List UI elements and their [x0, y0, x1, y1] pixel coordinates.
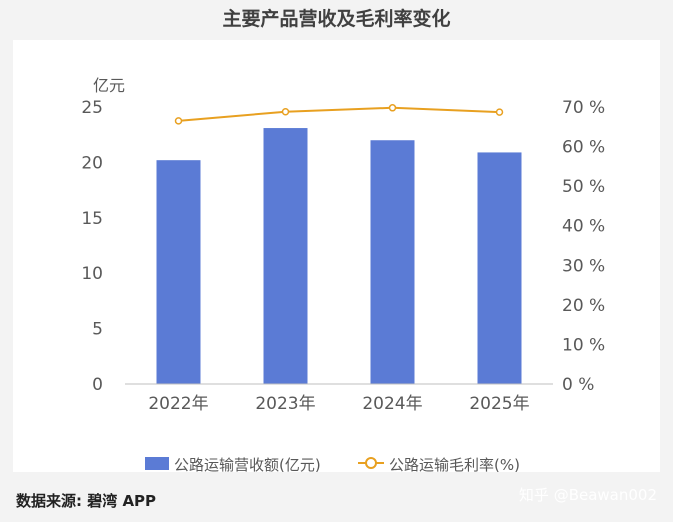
- legend-label-revenue: 公路运输营收额(亿元): [174, 456, 321, 472]
- x-tick-label: 2022年: [148, 394, 208, 414]
- legend-label-margin: 公路运输毛利率(%): [389, 456, 520, 472]
- revenue-bar: [156, 160, 201, 384]
- y-left-tick-label: 15: [81, 209, 103, 229]
- y-left-tick-label: 20: [81, 153, 103, 173]
- y-left-unit-label: 亿元: [93, 76, 125, 95]
- chart-panel: 亿元 0 5 10 15 20 25 0 % 10 % 20 % 30 % 40 % 50 % 60 % 7…: [13, 40, 660, 472]
- revenue-margin-chart: 亿元 0 5 10 15 20 25 0 % 10 % 20 % 30 % 40 % 50 % 60 % 7…: [81, 76, 605, 472]
- y-right-tick-label: 10 %: [562, 335, 605, 355]
- revenue-bar: [370, 140, 415, 384]
- x-tick-label: 2024年: [362, 394, 422, 414]
- y-left-tick-label: 5: [92, 320, 103, 340]
- y-left-tick-label: 0: [92, 375, 103, 395]
- margin-point: [281, 107, 290, 116]
- data-source-label: 数据来源: 碧湾 APP: [16, 492, 157, 510]
- x-tick-label: 2025年: [469, 394, 529, 414]
- margin-point: [388, 104, 397, 112]
- x-tick-label: 2023年: [255, 394, 315, 414]
- margin-point: [174, 117, 183, 125]
- margin-point: [495, 108, 504, 116]
- revenue-bar: [477, 152, 522, 384]
- watermark-label: 知乎 @Beawan002: [518, 486, 657, 504]
- y-right-tick-label: 20 %: [562, 296, 605, 316]
- y-left-tick-label: 25: [81, 98, 103, 118]
- legend-swatch-revenue: [145, 457, 169, 470]
- y-right-tick-label: 40 %: [562, 217, 605, 237]
- y-left-tick-label: 10: [81, 264, 103, 284]
- legend-swatch-margin-point: [365, 457, 377, 469]
- y-right-tick-label: 50 %: [562, 177, 605, 197]
- y-right-tick-label: 0 %: [562, 375, 594, 395]
- y-right-tick-label: 70 %: [562, 98, 605, 118]
- y-right-tick-label: 30 %: [562, 256, 605, 276]
- y-right-tick-label: 60 %: [562, 138, 605, 158]
- margin-line: [178, 106, 500, 122]
- revenue-bar: [263, 128, 308, 384]
- chart-title: 主要产品营收及毛利率变化: [222, 8, 451, 30]
